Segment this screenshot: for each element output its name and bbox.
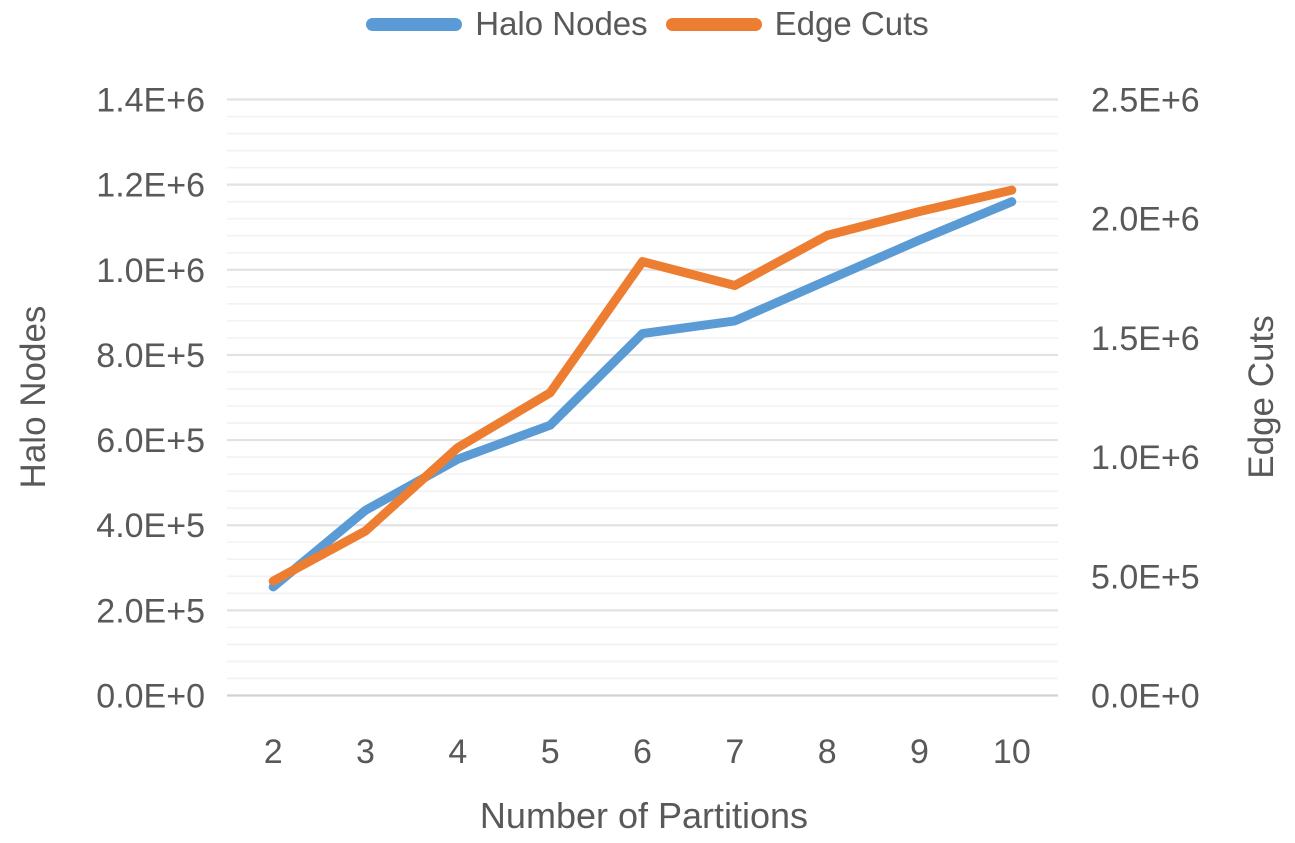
x-axis-title: Number of Partitions	[479, 795, 809, 836]
x-axis-tick-label: 4	[448, 733, 467, 771]
right-axis-tick-label: 5.0E+5	[1091, 558, 1200, 596]
left-axis-tick-label: 8.0E+5	[96, 337, 205, 375]
legend-line-marker-halo-nodes	[366, 17, 463, 31]
left-axis-tick-label: 1.4E+6	[96, 82, 205, 120]
legend-line-marker-edge-cuts	[665, 17, 762, 31]
series-line-halo-nodes	[268, 197, 1017, 592]
series-line-edge-cuts	[268, 185, 1017, 586]
gridlines	[227, 98, 1058, 697]
left-axis-tick-label: 6.0E+5	[96, 422, 205, 460]
x-axis-tick-label: 5	[541, 733, 560, 771]
x-axis-tick-label: 2	[264, 733, 283, 771]
right-axis-tick-label: 0.0E+0	[1091, 678, 1200, 716]
left-axis-tick-label: 0.0E+0	[96, 678, 205, 716]
chart-legend: Halo Nodes Edge Cuts	[0, 4, 1295, 44]
legend-item-edge-cuts: Edge Cuts	[665, 4, 929, 44]
x-axis-tick-label: 9	[910, 733, 929, 771]
x-axis-tick-label: 10	[993, 733, 1031, 771]
legend-item-halo-nodes: Halo Nodes	[366, 4, 648, 44]
x-axis-tick-label: 6	[633, 733, 652, 771]
legend-label-edge-cuts: Edge Cuts	[774, 5, 929, 42]
x-axis-tick-label: 7	[725, 733, 744, 771]
x-axis-tick-label: 3	[356, 733, 375, 771]
left-axis-tick-label: 4.0E+5	[96, 507, 205, 545]
left-axis-title: Halo Nodes	[14, 305, 53, 489]
right-axis-tick-label: 2.0E+6	[1091, 201, 1200, 239]
right-axis-title: Edge Cuts	[1242, 315, 1281, 479]
right-axis-tick-label: 1.0E+6	[1091, 439, 1200, 477]
legend-label-halo-nodes: Halo Nodes	[475, 5, 648, 42]
right-axis-tick-label: 1.5E+6	[1091, 320, 1200, 358]
x-axis-tick-label: 8	[818, 733, 837, 771]
tick-labels: 0.0E+0 2.0E+5 4.0E+5 6.0E+5 8.0E+5 1.0E+6 1.2E…	[96, 82, 1199, 772]
left-axis-tick-label: 1.0E+6	[96, 252, 205, 290]
right-axis-tick-label: 2.5E+6	[1091, 82, 1200, 120]
left-axis-tick-label: 1.2E+6	[96, 167, 205, 205]
left-axis-tick-label: 2.0E+5	[96, 592, 205, 630]
